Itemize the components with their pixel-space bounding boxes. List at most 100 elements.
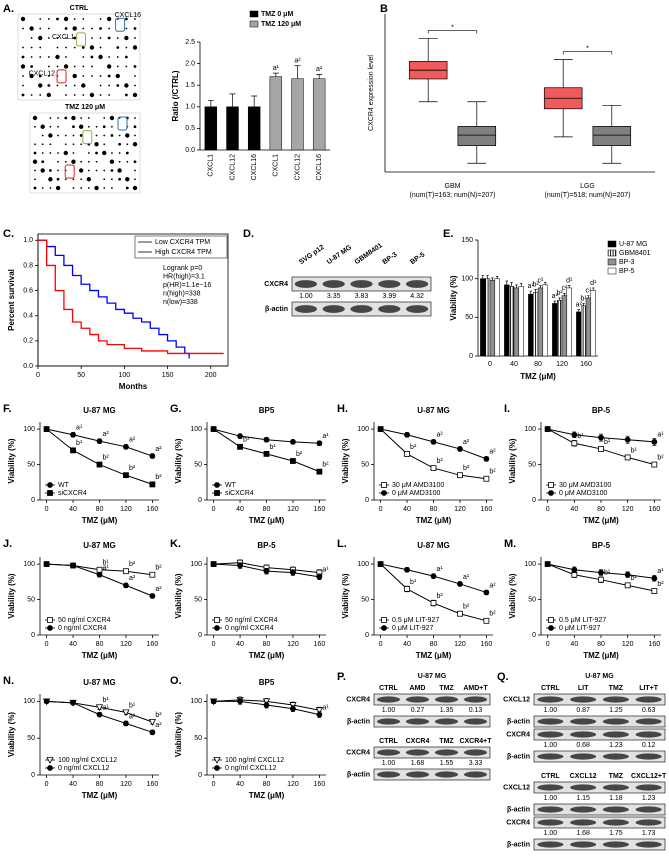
marker	[457, 610, 463, 617]
array-dot	[111, 187, 113, 189]
band-ratio: 3.33	[469, 760, 483, 767]
annotation: b²	[463, 465, 470, 472]
array-dot	[134, 18, 136, 20]
array-dot	[47, 84, 51, 87]
array-dot	[134, 84, 136, 87]
array-spot	[115, 17, 126, 32]
legend-swatch	[607, 240, 617, 248]
band-ratio: 0.12	[642, 742, 656, 749]
array-dot	[72, 73, 77, 79]
y-tick-label: 0.2	[23, 338, 33, 345]
array-frame	[29, 112, 141, 194]
marker	[290, 458, 296, 464]
marker	[404, 566, 410, 573]
row-label: β-actin	[507, 753, 530, 760]
annotation: b²	[155, 565, 162, 572]
whisker	[467, 101, 487, 127]
row-label: CXCR4	[506, 819, 530, 826]
x-tick-label: 160	[580, 361, 592, 368]
annotation: b¹	[580, 295, 587, 302]
blot-band	[635, 806, 662, 813]
array-dot	[111, 152, 113, 154]
array-dot	[72, 26, 77, 31]
annotation: d¹	[566, 277, 573, 284]
y-axis-label: Viability (%)	[341, 438, 350, 484]
x-tick-sublabel: (num(T)=518; num(N)=207)	[545, 192, 631, 199]
array-dot	[132, 185, 138, 191]
blot-band	[635, 696, 662, 703]
array-dot	[55, 185, 61, 191]
x-tick-label: 160	[147, 781, 159, 788]
array-dot	[47, 56, 50, 58]
array-dot	[102, 150, 107, 156]
marker	[571, 566, 578, 573]
array-dot	[81, 83, 86, 88]
y-tick-label: 0	[365, 632, 369, 639]
array-dot	[108, 56, 111, 58]
array-dot	[108, 94, 111, 96]
legend-swatch	[249, 20, 259, 28]
marker	[290, 705, 296, 712]
annotation: a²	[316, 66, 323, 73]
array-dot	[124, 93, 128, 97]
y-tick-label: 0	[198, 497, 202, 504]
array-spot	[64, 164, 75, 179]
band-ratio: 0.87	[576, 707, 590, 714]
blot-band	[635, 841, 662, 848]
x-tick-label: 40	[69, 641, 77, 648]
blot-band	[635, 731, 662, 738]
array-dot	[32, 159, 38, 164]
chart-title: BP5	[259, 678, 275, 687]
marker	[96, 566, 103, 573]
column-label: CXCR4	[406, 738, 430, 745]
annotation: a²	[155, 722, 162, 729]
stat-annotation: n(high)=338	[163, 290, 201, 297]
legend-label: siCXCR4	[225, 490, 254, 497]
marker	[96, 461, 103, 468]
array-dot	[65, 46, 67, 49]
x-tick-label: 0	[45, 506, 49, 513]
x-tick-label: 80	[263, 781, 271, 788]
legend-frame	[134, 235, 228, 259]
annotation: a²	[489, 449, 496, 456]
x-tick-label: 160	[147, 641, 159, 648]
array-dot	[56, 46, 59, 49]
array-dot	[87, 117, 90, 119]
x-axis-label: TMZ (μM)	[583, 651, 619, 660]
blot-band	[635, 718, 662, 725]
array-dot	[22, 46, 24, 49]
marker	[651, 438, 658, 445]
x-tick-label: CXCL1	[208, 154, 215, 177]
y-tick-label: 1.0	[185, 104, 195, 111]
blot-band	[537, 731, 564, 738]
x-tick-label: 0	[546, 506, 550, 513]
array-dot	[73, 94, 76, 96]
error-bar	[207, 99, 214, 107]
blot-band	[570, 731, 597, 738]
marker	[571, 571, 578, 578]
annotation: b¹	[103, 697, 110, 704]
y-tick-label: 50	[194, 461, 202, 468]
band-ratio: 3.99	[382, 293, 396, 300]
blot-band	[434, 771, 459, 778]
y-tick-label: 0	[198, 632, 202, 639]
array-dot	[71, 115, 76, 121]
x-tick-label: CXCL16	[316, 154, 323, 181]
marker	[316, 711, 323, 718]
x-tick-label: 0	[45, 641, 49, 648]
x-axis-label: TMZ (μM)	[416, 651, 452, 660]
bar	[561, 295, 568, 357]
x-tick-label: 40	[236, 506, 244, 513]
array-dot	[34, 125, 36, 128]
row-label: β-actin	[347, 718, 370, 725]
marker	[290, 569, 296, 576]
error-bar	[481, 275, 484, 279]
band-ratio: 1.23	[642, 795, 656, 802]
x-tick-label: CXCL16	[251, 154, 258, 181]
marker	[122, 709, 130, 717]
annotation: a²	[294, 58, 301, 65]
whisker	[553, 108, 573, 138]
blot-band	[405, 749, 430, 756]
array-dot	[22, 27, 24, 30]
column-label: CXCL12+T	[631, 773, 667, 780]
